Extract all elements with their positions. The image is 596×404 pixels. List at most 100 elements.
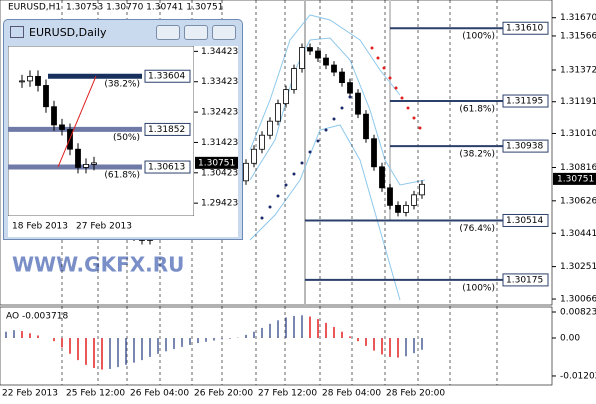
candle — [75, 148, 81, 168]
candle — [59, 124, 65, 130]
sar-dot — [388, 76, 392, 80]
x-tick-label: 22 Feb 2013 — [2, 389, 58, 399]
fib-value-box — [502, 213, 549, 227]
sar-dot — [348, 95, 352, 99]
candle — [347, 82, 353, 94]
ohlc: 1.30753 1.30770 1.30741 1.30751 — [66, 3, 223, 13]
candle — [267, 120, 273, 136]
candle — [323, 57, 329, 66]
x-tick-label: 28 Feb 04:00 — [322, 389, 381, 399]
fib-value: 1.31610 — [506, 24, 543, 34]
sar-dot — [418, 126, 422, 130]
candle — [19, 80, 25, 83]
sar-dot — [324, 128, 328, 132]
symbol: EURUSD,H1 — [8, 3, 61, 13]
close-button[interactable] — [212, 24, 236, 40]
candle — [291, 68, 297, 91]
y-tick-label: 1.33423 — [201, 77, 238, 87]
candle — [251, 148, 257, 164]
maximize-button[interactable] — [184, 24, 208, 40]
sar-dot — [300, 161, 304, 165]
x-tick-label: 27 Feb 2013 — [76, 222, 132, 232]
fib-value-box — [144, 69, 191, 83]
sar-dot — [412, 116, 416, 120]
y-tick-label: 1.31372 — [560, 65, 596, 75]
sar-dot — [382, 66, 386, 70]
y-tick-label: 1.30816 — [560, 163, 596, 173]
fib-value-box — [144, 122, 191, 136]
fib-value: 1.30938 — [506, 142, 543, 152]
candle — [371, 138, 377, 168]
x-tick-label: 26 Feb 04:00 — [130, 389, 189, 399]
sar-dot — [268, 205, 272, 209]
candle — [259, 134, 265, 150]
price-marker-label: 1.30751 — [557, 174, 594, 184]
daily-window[interactable]: EURUSD,Daily 1.34423 1.33423 1.32423 1.3142… — [3, 19, 243, 240]
sar-dot — [316, 139, 320, 143]
x-tick-label: 18 Feb 2013 — [12, 222, 68, 232]
candle — [51, 106, 57, 126]
fib-percent: (38.2%) — [104, 80, 140, 90]
sar-dot — [284, 183, 288, 187]
sar-dot — [406, 106, 410, 110]
band — [249, 124, 401, 301]
fib-value-box — [144, 160, 191, 174]
candle — [307, 47, 313, 52]
sar-dot — [340, 106, 344, 110]
fib-value: 1.30613 — [148, 163, 185, 173]
window-title: EURUSD,Daily — [29, 25, 107, 39]
candle — [339, 71, 345, 84]
candle — [387, 187, 393, 206]
y-tick-label: 1.30251 — [560, 262, 596, 272]
band — [249, 14, 401, 151]
x-tick-label: 26 Feb 20:00 — [194, 389, 253, 399]
sar-dot — [332, 117, 336, 121]
candle — [27, 75, 33, 82]
candle — [331, 64, 337, 73]
title-bar: EURUSD,Daily — [4, 20, 242, 44]
x-tick-label: 27 Feb 12:00 — [258, 389, 317, 399]
fib-trend — [57, 76, 97, 168]
fib-value: 1.30175 — [506, 275, 543, 285]
fib-value-box — [502, 94, 549, 108]
price-marker — [195, 156, 238, 169]
candle — [315, 50, 321, 59]
indicator-frame — [0, 306, 553, 386]
x-tick-label: 28 Feb 20:00 — [386, 389, 445, 399]
candle — [411, 194, 417, 206]
candle — [43, 85, 49, 108]
sar-dot — [370, 46, 374, 50]
y-tick-label: 0.00 — [560, 334, 580, 344]
y-tick-label: -0.01202 — [560, 371, 596, 381]
candle — [395, 204, 401, 213]
sar-dot — [400, 96, 404, 100]
indicator-value: -0.003718 — [22, 312, 68, 322]
y-tick-label: 1.31423 — [201, 138, 238, 148]
fib-value: 1.33604 — [148, 72, 185, 82]
icon — [10, 26, 24, 38]
y-tick-label: 1.34423 — [201, 47, 238, 57]
time-scale — [8, 216, 194, 237]
fib-percent: (61.8%) — [459, 105, 495, 115]
y-tick-label: 1.30626 — [560, 196, 596, 206]
price-marker-label: 1.30751 — [198, 158, 235, 168]
sar-dot — [376, 56, 380, 60]
sar-dot — [308, 150, 312, 154]
fib-value-box — [502, 21, 549, 35]
fib-percent: (100%) — [462, 32, 495, 42]
minimize-button[interactable] — [156, 24, 180, 40]
fib-percent: (76.4%) — [459, 224, 495, 234]
y-tick-label: 1.30423 — [201, 168, 238, 178]
sar-dot — [260, 216, 264, 220]
daily-chart: 1.34423 1.33423 1.32423 1.31423 1.30423 1.294… — [8, 46, 238, 237]
y-tick-label: 1.30441 — [560, 229, 596, 239]
fib-value: 1.31852 — [148, 125, 185, 135]
fib-value-box — [502, 139, 549, 153]
sar-dot — [394, 86, 398, 90]
fib-percent: (100%) — [462, 283, 495, 293]
y-tick-label: 1.31566 — [560, 31, 596, 41]
candle — [35, 75, 41, 86]
fib-percent: (50%) — [113, 133, 140, 143]
y-tick-label: 1.31191 — [560, 97, 596, 107]
